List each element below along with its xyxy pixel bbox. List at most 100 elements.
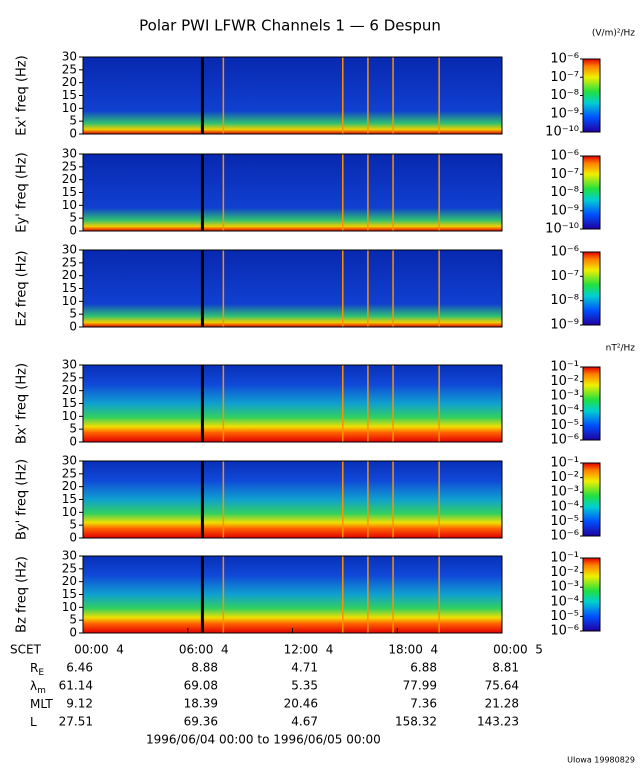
colorbar [582,58,601,133]
colorbar-tick-label: 10⁻⁷ [550,269,579,284]
time-axis-label: SCET [10,643,42,657]
y-tick-label: 10 [62,600,77,614]
y-tick-label: 5 [69,307,77,321]
colorbar-tick-label: 10⁻¹⁰ [545,222,579,237]
colorbar-tick-label: 10⁻⁵ [550,418,579,433]
y-tick-label: 15 [62,281,77,295]
x-tick-label: 00:00 5 [493,643,543,657]
ephemeris-value: 6.88 [410,661,437,675]
colorbar-tick-label: 10⁻⁹ [550,203,579,218]
y-tick-label: 10 [62,198,77,212]
ephemeris-name-text: L [30,715,37,729]
colorbar-tick-label: 10⁻⁴ [550,403,579,418]
colorbar-tick-label: 10⁻⁸ [550,185,579,200]
colorbar-tick-label: 10⁻⁶ [550,529,579,544]
y-tick-label: 15 [62,88,77,102]
x-tick-label: 12:00 4 [284,643,334,657]
spectrogram [83,154,502,231]
y-axis-label: Ez freq (Hz) [15,251,30,327]
y-axis-label: Bz freq (Hz) [15,556,30,633]
ephemeris-name: MLT [30,697,53,711]
y-axis-label: By' freq (Hz) [15,459,30,540]
y-tick-label: 5 [69,114,77,128]
colorbar [582,251,601,326]
colorbar [582,155,601,230]
ephemeris-value: 61.14 [59,679,93,693]
colorbar-tick-label: 10⁻¹ [550,360,579,375]
y-tick-label: 5 [69,422,77,436]
ephemeris-value: 6.46 [66,661,93,675]
ephemeris-value: 18.39 [184,697,218,711]
spectrogram [83,461,502,538]
colorbar-tick-label: 10⁻⁶ [550,52,579,67]
colorbar-tick-label: 10⁻⁶ [550,433,579,448]
y-tick-label: 25 [62,62,77,76]
y-tick-label: 20 [62,172,77,186]
ephemeris-value: 4.71 [291,661,318,675]
y-tick-label: 25 [62,466,77,480]
title: Polar PWI LFWR Channels 1 — 6 Despun [139,17,441,35]
colorbar-tick-label: 10⁻⁸ [550,293,579,308]
colorbar-tick-label: 10⁻¹⁰ [545,125,579,140]
y-tick-label: 15 [62,396,77,410]
y-tick-label: 25 [62,561,77,575]
spectrogram [83,250,502,327]
y-tick-label: 30 [62,50,77,64]
colorbar-tick-label: 10⁻¹ [550,456,579,471]
colorbar [582,462,601,537]
ephemeris-subscript: E [38,668,44,678]
y-tick-label: 10 [62,101,77,115]
colorbar-tick-label: 10⁻⁷ [550,167,579,182]
ephemeris-value: 69.08 [184,679,218,693]
ephemeris-value: 21.28 [485,697,519,711]
y-tick-label: 20 [62,383,77,397]
y-tick-label: 30 [62,358,77,372]
x-tick-label: 18:00 4 [388,643,438,657]
colorbar-tick-label: 10⁻³ [550,580,579,595]
y-tick-label: 30 [62,549,77,563]
y-tick-label: 0 [69,435,77,449]
y-tick-label: 0 [69,127,77,141]
colorbar-tick-label: 10⁻⁶ [550,624,579,639]
colorbar-tick-label: 10⁻¹ [550,551,579,566]
colorbar-tick-label: 10⁻⁴ [550,499,579,514]
ephemeris-value: 9.12 [66,697,93,711]
y-tick-label: 15 [62,185,77,199]
y-tick-label: 5 [69,518,77,532]
y-tick-label: 0 [69,224,77,238]
colorbar-tick-label: 10⁻⁵ [550,609,579,624]
colorbar-tick-label: 10⁻⁸ [550,88,579,103]
ephemeris-value: 27.51 [59,715,93,729]
y-tick-label: 0 [69,626,77,640]
x-tick-label: 00:00 4 [74,643,124,657]
y-tick-label: 10 [62,409,77,423]
y-tick-label: 10 [62,505,77,519]
ephemeris-value: 69.36 [184,715,218,729]
ephemeris-value: 7.36 [410,697,437,711]
ephemeris-subscript: m [37,686,46,696]
y-tick-label: 5 [69,211,77,225]
y-tick-label: 20 [62,574,77,588]
y-tick-label: 10 [62,294,77,308]
y-axis-label: Ey' freq (Hz) [15,152,30,232]
colorbar-tick-label: 10⁻⁶ [550,149,579,164]
ephemeris-value: 158.32 [395,715,437,729]
ephemeris-value: 75.64 [485,679,519,693]
y-tick-label: 25 [62,370,77,384]
y-axis-label: Bx' freq (Hz) [15,363,30,444]
y-tick-label: 15 [62,492,77,506]
colorbar-label: nT²/Hz [606,344,636,354]
ephemeris-name: L [30,715,37,729]
y-tick-label: 25 [62,159,77,173]
colorbar-tick-label: 10⁻² [550,470,579,485]
ephemeris-value: 5.35 [291,679,318,693]
colorbar-tick-label: 10⁻⁴ [550,594,579,609]
date-range: 1996/06/04 00:00 to 1996/06/05 00:00 [146,733,381,747]
y-tick-label: 30 [62,243,77,257]
ephemeris-name: RE [30,661,44,678]
x-tick-label: 06:00 4 [179,643,229,657]
colorbar-tick-label: 10⁻³ [550,389,579,404]
ephemeris-name-text: λ [30,679,37,693]
spectrogram [83,365,502,442]
